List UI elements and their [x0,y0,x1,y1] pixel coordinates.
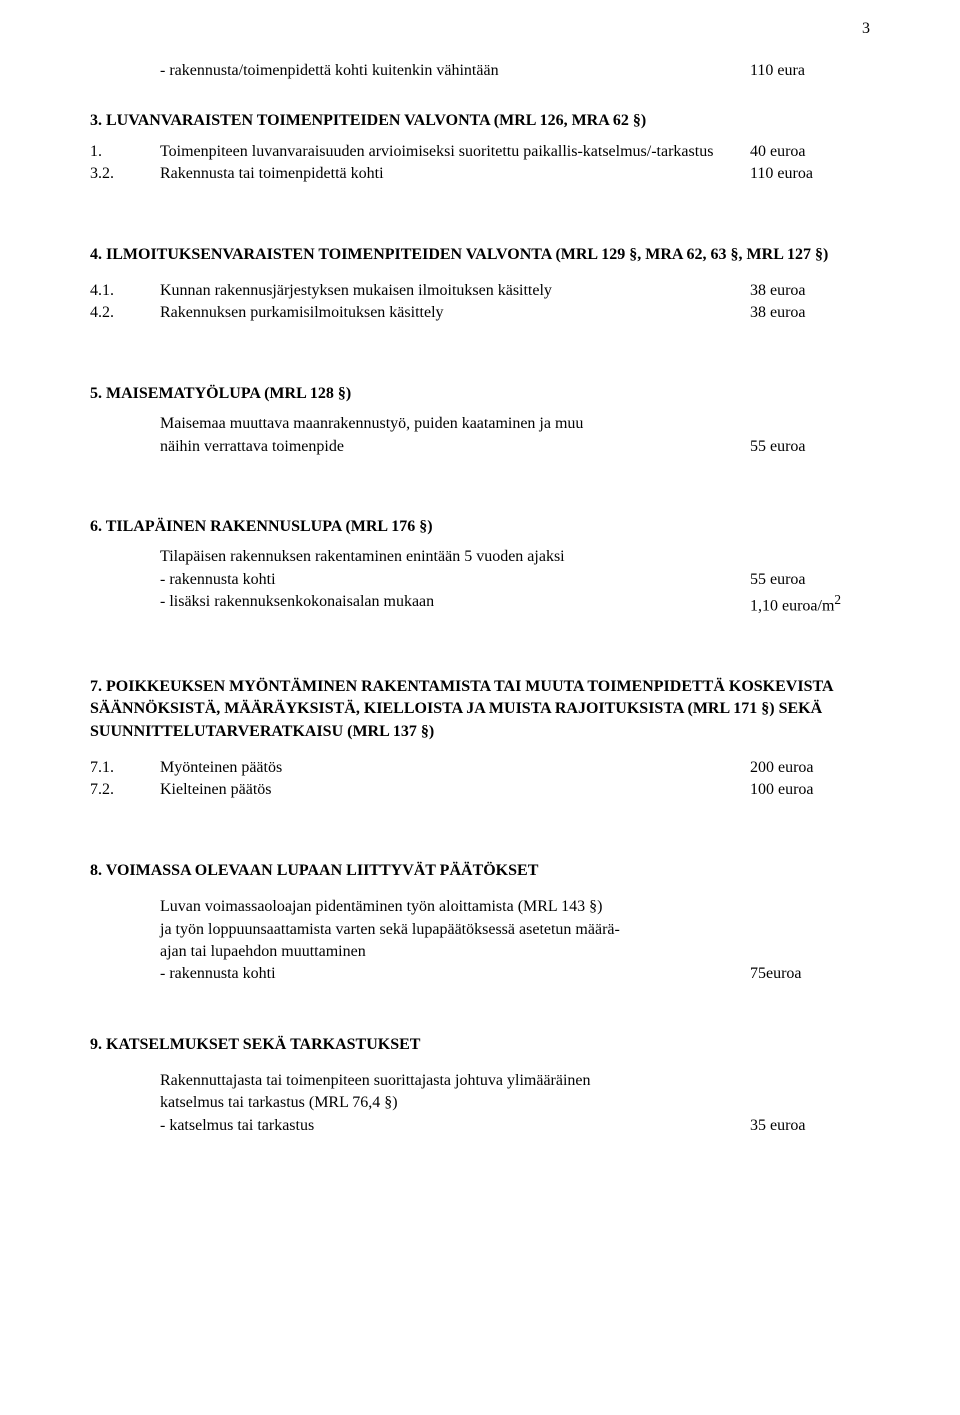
body-text: katselmus tai tarkastus (MRL 76,4 §) [160,1092,750,1114]
body-text: ajan tai lupaehdon muuttaminen [160,941,750,963]
section-8-title: 8. VOIMASSA OLEVAAN LUPAAN LIITTYVÄT PÄÄ… [90,860,870,882]
item-text: Rakennuksen purkamisilmoituksen käsittel… [160,302,750,324]
page-number: 3 [862,20,870,38]
section-6-body-line1: Tilapäisen rakennuksen rakentaminen enin… [90,546,870,568]
item-number: 7.2. [90,779,160,801]
section-3-item-2: 3.2. Rakennusta tai toimenpidettä kohti … [90,163,870,185]
item-value: 1,10 euroa/m2 [750,591,870,618]
item-text: Toimenpiteen luvanvaraisuuden arvioimise… [160,141,750,163]
item-number: 3.2. [90,163,160,185]
section-5-body-line2: näihin verrattava toimenpide 55 euroa [90,436,870,458]
section-8-body-line1: Luvan voimassaoloajan pidentäminen työn … [90,896,870,918]
body-text: ja työn loppuunsaattamista varten sekä l… [160,919,750,941]
section-9-body-line2: katselmus tai tarkastus (MRL 76,4 §) [90,1092,870,1114]
section-8-item: - rakennusta kohti 75euroa [90,963,870,985]
item-text: Myönteinen päätös [160,757,750,779]
section-7-item-1: 7.1. Myönteinen päätös 200 euroa [90,757,870,779]
body-text: näihin verrattava toimenpide [160,436,750,458]
section-9-title: 9. KATSELMUKSET SEKÄ TARKASTUKSET [90,1034,870,1056]
section-3-title: 3. LUVANVARAISTEN TOIMENPITEIDEN VALVONT… [90,110,870,132]
item-text: Kielteinen päätös [160,779,750,801]
item-number: 1. [90,141,160,163]
item-value: 35 euroa [750,1115,870,1137]
section-8-body-line3: ajan tai lupaehdon muuttaminen [90,941,870,963]
item-value: 38 euroa [750,280,870,302]
item-value: 75euroa [750,963,870,985]
section-9-item: - katselmus tai tarkastus 35 euroa [90,1115,870,1137]
section-7-item-2: 7.2. Kielteinen päätös 100 euroa [90,779,870,801]
section-6-title: 6. TILAPÄINEN RAKENNUSLUPA (MRL 176 §) [90,516,870,538]
item-text: Kunnan rakennusjärjestyksen mukaisen ilm… [160,280,750,302]
body-text: Tilapäisen rakennuksen rakentaminen enin… [160,546,750,568]
body-text: Rakennuttajasta tai toimenpiteen suoritt… [160,1070,750,1092]
body-text: Luvan voimassaoloajan pidentäminen työn … [160,896,750,918]
section-4-item-1: 4.1. Kunnan rakennusjärjestyksen mukaise… [90,280,870,302]
item-text: Rakennusta tai toimenpidettä kohti [160,163,750,185]
item-text: - lisäksi rakennuksenkokonaisalan mukaan [160,591,750,618]
item-text: - rakennusta kohti [160,963,750,985]
section-4-title: 4. ILMOITUKSENVARAISTEN TOIMENPITEIDEN V… [90,244,870,266]
min-fee-value: 110 eura [750,60,870,82]
section-7-title: 7. POIKKEUKSEN MYÖNTÄMINEN RAKENTAMISTA … [90,676,870,743]
item-value: 110 euroa [750,163,870,185]
item-value: 200 euroa [750,757,870,779]
section-4-item-2: 4.2. Rakennuksen purkamisilmoituksen käs… [90,302,870,324]
item-value: 38 euroa [750,302,870,324]
section-3-item-1: 1. Toimenpiteen luvanvaraisuuden arvioim… [90,141,870,163]
item-number: 7.1. [90,757,160,779]
body-text: Maisemaa muuttava maanrakennustyö, puide… [160,413,750,435]
section-5-title: 5. MAISEMATYÖLUPA (MRL 128 §) [90,383,870,405]
section-8-body-line2: ja työn loppuunsaattamista varten sekä l… [90,919,870,941]
item-number: 4.2. [90,302,160,324]
item-value: 55 euroa [750,569,870,591]
item-text: - katselmus tai tarkastus [160,1115,750,1137]
item-number: 4.1. [90,280,160,302]
item-value: 55 euroa [750,436,870,458]
item-value: 40 euroa [750,141,870,163]
item-text: - rakennusta kohti [160,569,750,591]
section-5-body-line1: Maisemaa muuttava maanrakennustyö, puide… [90,413,870,435]
section-9-body-line1: Rakennuttajasta tai toimenpiteen suoritt… [90,1070,870,1092]
min-fee-line: - rakennusta/toimenpidettä kohti kuitenk… [90,60,870,82]
section-6-item-1: - rakennusta kohti 55 euroa [90,569,870,591]
section-6-item-2: - lisäksi rakennuksenkokonaisalan mukaan… [90,591,870,618]
item-value: 100 euroa [750,779,870,801]
min-fee-text: - rakennusta/toimenpidettä kohti kuitenk… [160,60,750,82]
